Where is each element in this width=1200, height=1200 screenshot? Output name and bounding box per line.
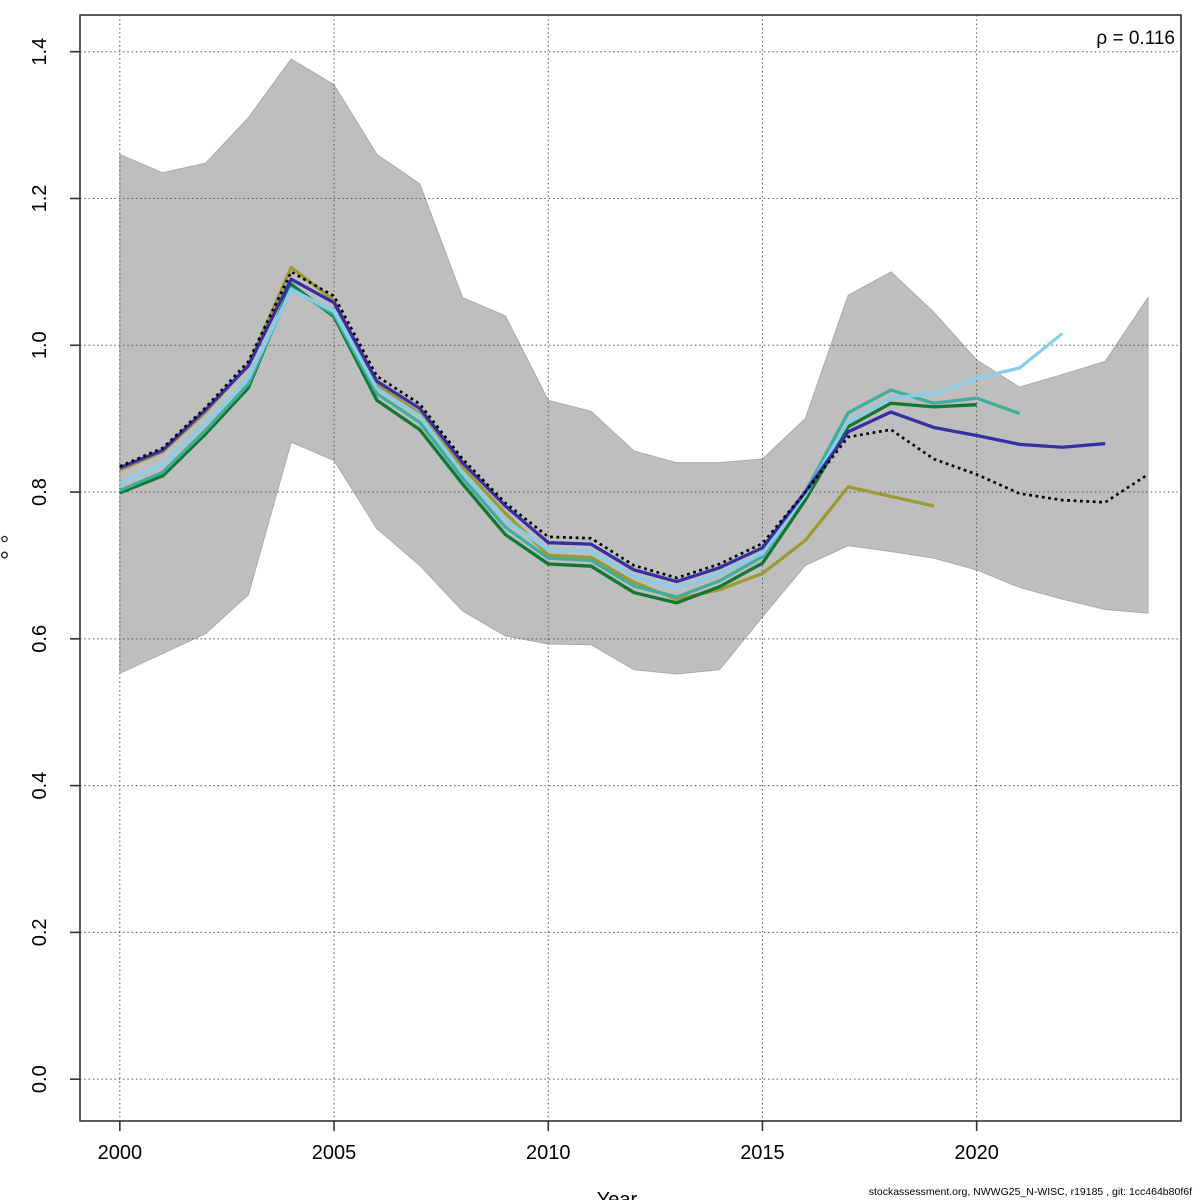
x-axis-tick-label: 2020 <box>954 1142 999 1164</box>
y-axis-label-fragment <box>1 535 8 559</box>
y-axis-tick-label: 0.8 <box>29 478 51 506</box>
x-axis-tick-label: 2015 <box>740 1142 785 1164</box>
retro-peel-2022-line <box>119 287 1064 590</box>
y-axis-tick-label: 0.6 <box>29 625 51 653</box>
plot-border <box>79 14 1182 1122</box>
footer-credit: stockassessment.org, NWWG25_N-WISC, r191… <box>869 1186 1192 1198</box>
y-axis-tick-label: 0.2 <box>29 918 51 946</box>
base-run-line <box>119 270 1149 580</box>
y-axis-tick-label: 1.4 <box>29 38 51 66</box>
y-axis-label-glyph-fragment <box>1 551 8 559</box>
x-axis-tick-label: 2010 <box>526 1142 571 1164</box>
y-axis-label-glyph-fragment <box>1 535 8 543</box>
chart-layers: 2000 2005 2010 2015 2020 0.0 0.2 0.4 0.6 0.8 1.0 1.… <box>29 14 1182 1164</box>
y-axis-tick-label: 0.4 <box>29 772 51 800</box>
y-axis-tick-label: 0.0 <box>29 1065 51 1093</box>
y-axis-tick-label: 1.2 <box>29 185 51 213</box>
x-axis-tick-label: 2000 <box>98 1142 143 1164</box>
confidence-band <box>119 58 1149 675</box>
x-axis-tick-label: 2005 <box>312 1142 357 1164</box>
retro-peel-2023-line <box>119 277 1106 584</box>
mohns-rho-annotation: ρ = 0.116 <box>1096 28 1175 49</box>
x-axis-label: Year <box>597 1189 638 1200</box>
y-axis-tick-label: 1.0 <box>29 331 51 359</box>
